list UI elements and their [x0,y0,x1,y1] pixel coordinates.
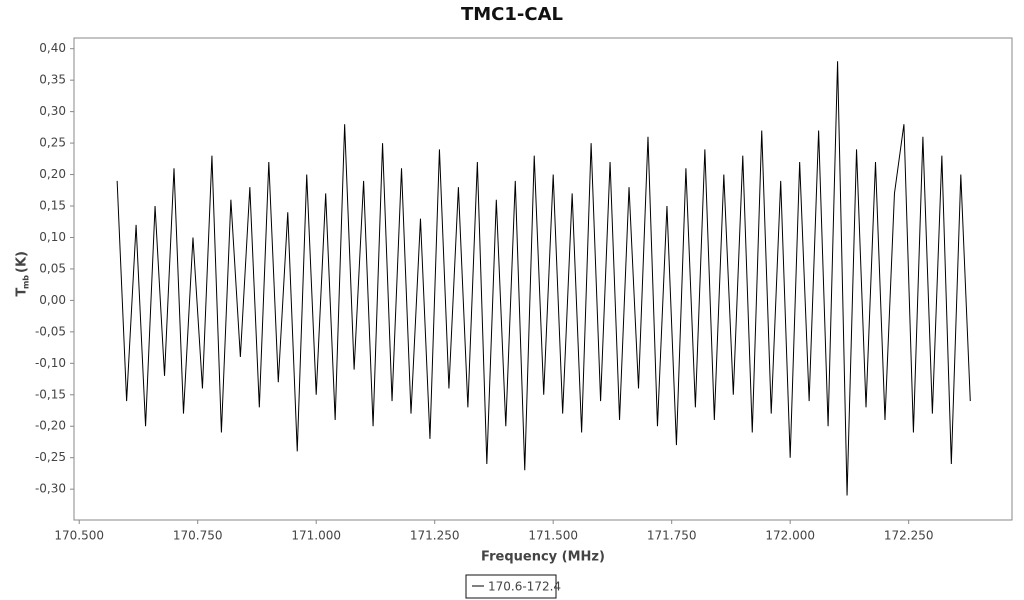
y-tick-label: -0,05 [35,324,66,338]
y-tick-label: 0,20 [39,167,66,181]
y-tick-label: 0,05 [39,261,66,275]
x-tick-label: 171.750 [647,529,697,543]
y-tick-label: 0,15 [39,199,66,213]
y-tick-label: 0,30 [39,104,66,118]
y-tick-label: 0,35 [39,73,66,87]
y-tick-label: -0,25 [35,450,66,464]
x-tick-label: 170.500 [54,529,104,543]
legend-box [465,574,557,599]
y-label-sub: mb [22,275,31,289]
y-tick-label: 0,25 [39,136,66,150]
y-tick-label: 0,10 [39,230,66,244]
x-tick-label: 171.250 [410,529,460,543]
y-tick-label: -0,15 [35,387,66,401]
y-label-main: T [15,287,30,296]
x-tick-label: 170.750 [173,529,223,543]
y-tick-label: -0,20 [35,419,66,433]
x-tick-label: 172.000 [765,529,815,543]
chart-title: TMC1-CAL [461,4,563,25]
y-tick-label: 0,40 [39,41,66,55]
x-tick-label: 171.500 [528,529,578,543]
x-tick-label: 172.250 [884,529,934,543]
y-tick-label: 0,00 [39,293,66,307]
y-tick-label: -0,30 [35,482,66,496]
y-tick-label: -0,10 [35,356,66,370]
spectrum-line [116,61,971,496]
x-axis-label: Frequency (MHz) [481,550,605,565]
y-axis-label: T mb (K) [15,251,31,296]
y-label-unit: (K) [15,251,30,273]
legend-label: 170.6-172.4 [488,580,561,594]
plot-frame [73,37,1013,521]
x-tick-label: 171.000 [291,529,341,543]
